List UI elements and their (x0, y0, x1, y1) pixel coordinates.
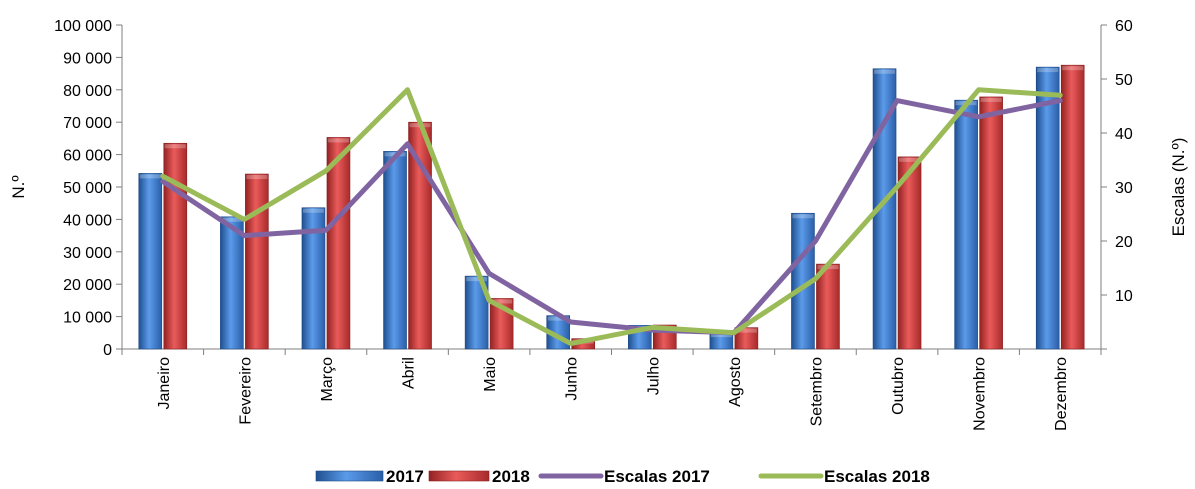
bar-2018 (897, 156, 922, 350)
legend-label-2017: 2017 (386, 467, 424, 486)
line-escalas-2017 (160, 98, 1063, 336)
x-tick-label: Maio (482, 357, 499, 392)
y-tick-label: 30 000 (63, 245, 112, 262)
bar-2017 (872, 68, 897, 350)
y-tick-label: 50 000 (63, 180, 112, 197)
bar-2017 (301, 207, 326, 350)
y2-axis-title: Escalas (N.º) (1169, 138, 1188, 237)
bar-bevel (246, 175, 268, 180)
lines (160, 87, 1063, 347)
y-tick-label: 40 000 (63, 212, 112, 229)
bar-bevel (735, 328, 757, 333)
y2-tick-label: 50 (1115, 72, 1133, 89)
axes: 0 10 000 20 000 30 000 40 000 50 000 60 000 70 … (54, 18, 1133, 359)
y-tick-label: 100 000 (54, 18, 112, 35)
legend-label-escalas-2018: Escalas 2018 (824, 467, 930, 486)
bar-2018 (326, 137, 351, 350)
y-tick-label: 90 000 (63, 50, 112, 67)
y2-tick-label: 40 (1115, 126, 1133, 143)
bar-bevel (792, 214, 814, 219)
x-tick-label: Agosto (727, 357, 744, 407)
legend: 2017 2018 Escalas 2017 Escalas 2018 (315, 467, 930, 486)
bar-bevel (327, 138, 349, 143)
bar-2017 (464, 275, 489, 350)
bar-2017 (383, 151, 407, 350)
bar-bevel (547, 316, 569, 321)
bar-bevel (139, 174, 161, 179)
y-tick-label: 20 000 (63, 277, 112, 294)
bar-2018 (734, 327, 759, 350)
y-axis-title: N.º (9, 175, 28, 198)
bar-2018 (979, 96, 1003, 350)
bar-2017 (138, 173, 163, 350)
x-tick-label: Setembro (808, 357, 825, 426)
bar-2017 (1035, 66, 1060, 350)
x-tick-label: Abril (401, 357, 418, 389)
bar-bevel (302, 208, 324, 213)
x-tick-labels: Janeiro Fevereiro Março Abril Maio Junho Julho… (156, 357, 1070, 431)
x-tick-label: Janeiro (156, 357, 173, 410)
bar-bevel (874, 69, 896, 74)
y2-tick-label: 30 (1115, 180, 1133, 197)
bar-2018 (245, 173, 269, 350)
x-tick-label: Novembro (972, 357, 989, 431)
bar-bevel (899, 157, 921, 162)
y-tick-label: 60 000 (63, 148, 112, 165)
bar-bevel (491, 299, 513, 304)
y-tick-label: 0 (103, 342, 112, 359)
legend-label-escalas-2017: Escalas 2017 (604, 467, 710, 486)
y-tick-label: 70 000 (63, 115, 112, 132)
x-tick-label: Dezembro (1053, 357, 1070, 431)
bar-2018 (408, 121, 432, 350)
y2-tick-label: 60 (1115, 18, 1133, 35)
y-tick-label: 80 000 (63, 83, 112, 100)
line-escalas-2018 (160, 87, 1063, 347)
bar-bevel (1062, 66, 1084, 71)
x-tick-label: Junho (564, 357, 581, 401)
bar-bevel (466, 277, 488, 282)
x-tick-label: Julho (645, 357, 662, 395)
x-tick-label: Outubro (890, 357, 907, 415)
bar-bevel (980, 97, 1002, 102)
bar-bevel (221, 217, 243, 222)
bar-bevel (164, 144, 186, 149)
y-tick-label: 10 000 (63, 310, 112, 327)
x-tick-label: Março (319, 357, 336, 402)
bar-2018 (1060, 64, 1085, 350)
bar-bevel (710, 333, 732, 338)
legend-label-2018: 2018 (492, 467, 530, 486)
y2-tick-label: 10 (1115, 288, 1133, 305)
bar-bevel (1037, 68, 1059, 73)
bar-2018 (163, 142, 188, 350)
x-tick-label: Fevereiro (237, 357, 254, 425)
bar-2017 (220, 216, 244, 350)
bar-2017 (954, 99, 978, 350)
legend-swatch-2018 (428, 470, 490, 482)
y2-tick-label: 20 (1115, 234, 1133, 251)
legend-swatch-2017 (315, 470, 384, 482)
